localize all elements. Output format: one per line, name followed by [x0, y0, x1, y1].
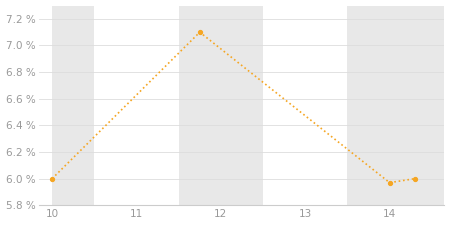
Bar [347, 6, 449, 205]
Bar [52, 6, 94, 205]
Bar [179, 6, 263, 205]
